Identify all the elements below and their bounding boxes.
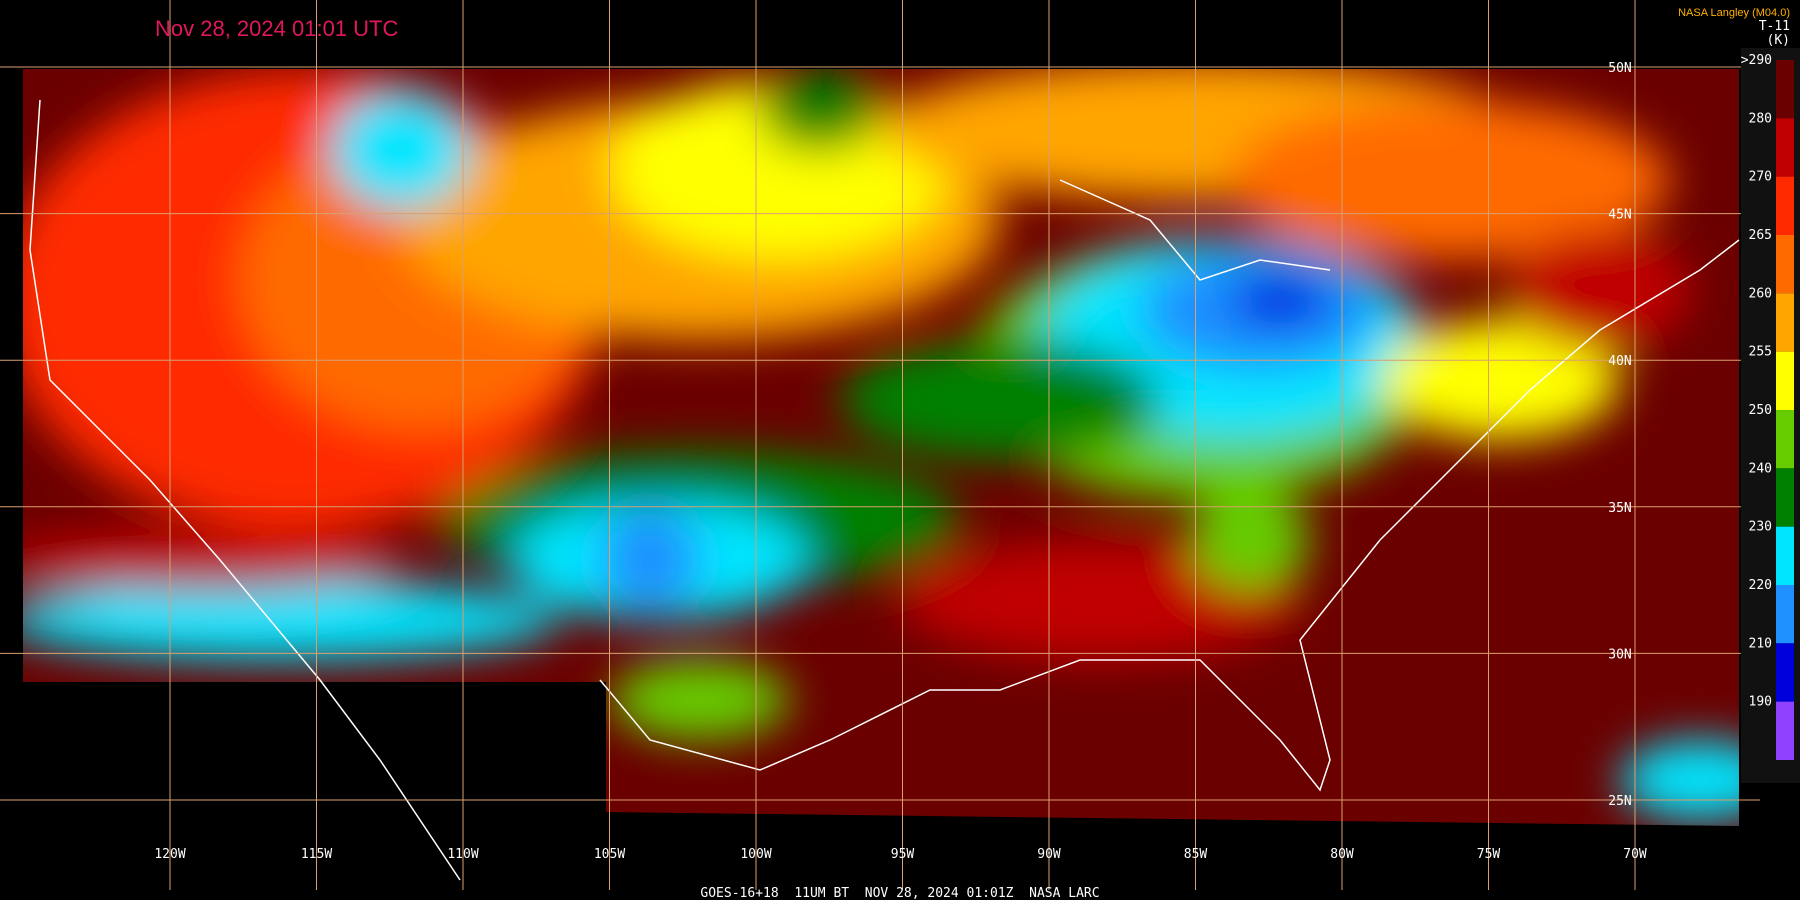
graticule bbox=[0, 0, 1760, 890]
colorbar-segment bbox=[1776, 351, 1794, 410]
title: Nov 28, 2024 01:01 UTC bbox=[155, 16, 398, 41]
coastlines bbox=[29, 99, 1740, 881]
longitude-label: 100W bbox=[740, 847, 771, 862]
colorbar-segment bbox=[1776, 293, 1794, 352]
credit: NASA Langley (M04.0) bbox=[1678, 7, 1790, 19]
units: (K) bbox=[1767, 33, 1790, 48]
colorbar-segment bbox=[1776, 701, 1794, 760]
latitude-label: 30N bbox=[1608, 647, 1631, 662]
colorbar-label: 240 bbox=[1749, 461, 1772, 476]
longitude-label: 120W bbox=[154, 847, 185, 862]
colorbar-label: >290 bbox=[1741, 53, 1772, 68]
longitude-label: 75W bbox=[1477, 847, 1501, 862]
colorbar-segment bbox=[1776, 410, 1794, 469]
longitude-label: 105W bbox=[594, 847, 625, 862]
colorbar: >290 280 270 265 260 255 250 240 230 220 210 190 bbox=[1741, 48, 1800, 783]
colorbar-label: 280 bbox=[1749, 111, 1772, 126]
latitude-label: 45N bbox=[1608, 208, 1631, 223]
footer: GOES-16+18 11UM BT NOV 28, 2024 01:01Z N… bbox=[700, 886, 1099, 900]
colorbar-label: 250 bbox=[1749, 403, 1772, 418]
latitude-label: 25N bbox=[1608, 794, 1631, 809]
colorbar-label: 210 bbox=[1749, 636, 1772, 651]
longitude-label: 70W bbox=[1623, 847, 1647, 862]
colorbar-segment bbox=[1776, 585, 1794, 644]
colorbar-segment bbox=[1776, 176, 1794, 235]
colorbar-segment bbox=[1776, 526, 1794, 585]
colorbar-segment bbox=[1776, 643, 1794, 702]
latitude-label: 40N bbox=[1608, 354, 1631, 369]
colorbar-segment bbox=[1776, 118, 1794, 177]
colorbar-segment bbox=[1776, 468, 1794, 527]
colorbar-label: 255 bbox=[1749, 345, 1772, 360]
colorbar-label: 190 bbox=[1749, 695, 1772, 710]
colorbar-label: 265 bbox=[1749, 228, 1772, 243]
latitude-label: 50N bbox=[1608, 61, 1631, 76]
longitude-label: 80W bbox=[1330, 847, 1354, 862]
product: T-11 bbox=[1759, 19, 1790, 34]
colorbar-segment bbox=[1776, 60, 1794, 119]
colorbar-label: 220 bbox=[1749, 578, 1772, 593]
colorbar-label: 230 bbox=[1749, 520, 1772, 535]
longitude-label: 110W bbox=[447, 847, 478, 862]
longitude-label: 115W bbox=[301, 847, 332, 862]
colorbar-label: 260 bbox=[1749, 286, 1772, 301]
colorbar-segment bbox=[1776, 235, 1794, 294]
longitude-label: 85W bbox=[1184, 847, 1208, 862]
longitude-label: 90W bbox=[1037, 847, 1061, 862]
colorbar-label: 270 bbox=[1749, 170, 1772, 185]
latitude-label: 35N bbox=[1608, 501, 1631, 516]
longitude-label: 95W bbox=[891, 847, 915, 862]
